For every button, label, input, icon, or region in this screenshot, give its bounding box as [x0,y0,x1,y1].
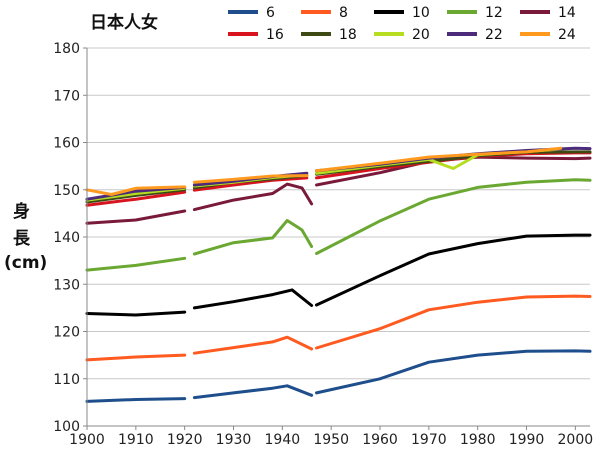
y-axis-label-line-1: 身 [13,201,30,222]
x-tick-label: 1970 [411,432,447,448]
series-line-12-segment-2 [192,219,314,256]
series-line-6-segment-1 [85,397,187,403]
series-line-16-segment-1 [85,190,187,207]
legend-label-8: 8 [339,5,348,21]
series-line-6-segment-3 [315,349,592,395]
x-tick-label: 1910 [118,432,154,448]
legend-label-24: 24 [558,27,576,43]
series-line-10-segment-3 [315,233,592,307]
y-tick-label: 150 [53,183,80,199]
x-tick-label: 2000 [558,432,594,448]
y-tick-label: 110 [53,372,80,388]
legend-label-10: 10 [412,5,430,21]
series-line-8-segment-1 [85,353,187,362]
x-tick-label: 1920 [167,432,203,448]
legend-label-6: 6 [266,5,275,21]
series-line-24-segment-2 [192,174,309,184]
legend-label-12: 12 [485,5,503,21]
x-tick-label: 1990 [509,432,545,448]
x-tick-label: 1950 [313,432,349,448]
series-line-10-segment-1 [85,310,187,317]
y-axis-label-line-3: (cm) [4,253,47,273]
y-tick-label: 140 [53,230,80,246]
legend-label-14: 14 [558,5,576,21]
y-tick-label: 120 [53,325,80,341]
y-tick-label: 170 [53,88,80,104]
series-line-18-segment-1 [85,188,187,204]
y-axis: 100 110 120 130 140 150 160 170 180 [53,41,88,435]
x-axis: 1900 1910 1920 1930 1940 1950 1960 1970 1980 1990… [69,425,594,448]
series-line-6-segment-2 [192,384,314,400]
series-line-8-segment-2 [192,335,314,355]
series-lines [85,146,592,403]
series-line-8-segment-3 [315,294,592,350]
x-tick-label: 1930 [216,432,252,448]
series-line-10-segment-2 [192,288,314,310]
series-line-16-segment-2 [192,176,309,192]
series-line-14-segment-2 [192,182,314,212]
legend-label-20: 20 [412,27,430,43]
y-axis-label: 身 長 (cm) [4,201,47,273]
legend-label-22: 22 [485,27,503,43]
y-tick-label: 100 [53,419,80,435]
x-tick-label: 1960 [362,432,398,448]
chart-title: 日本人女 [90,12,158,33]
legend: 6 8 10 12 14 16 18 20 22 24 [228,5,576,43]
legend-label-18: 18 [339,27,357,43]
y-tick-label: 160 [53,136,80,152]
x-tick-label: 1900 [69,432,105,448]
y-axis-label-line-2: 長 [13,229,31,249]
x-tick-label: 1980 [460,432,496,448]
legend-label-16: 16 [266,27,284,43]
y-tick-label: 130 [53,277,80,293]
x-tick-label: 1940 [265,432,301,448]
y-tick-label: 180 [53,41,80,57]
series-line-12-segment-3 [315,178,592,255]
series-line-14-segment-1 [85,209,187,225]
series-line-12-segment-1 [85,256,187,272]
series-line-24-segment-3 [315,146,563,173]
series-line-24-segment-1 [85,185,187,196]
